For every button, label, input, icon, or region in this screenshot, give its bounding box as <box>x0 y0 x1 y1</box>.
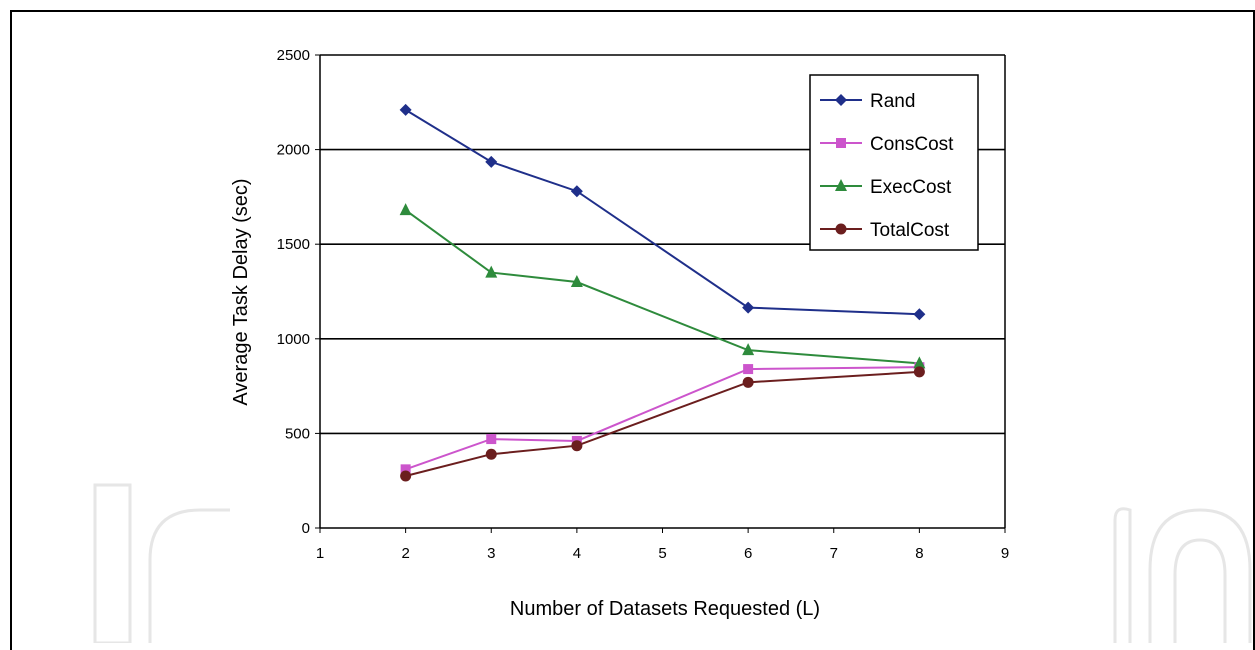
legend-marker-rand <box>835 94 847 106</box>
x-tick-label-6: 6 <box>744 545 752 562</box>
point-execcost-x8 <box>913 356 926 369</box>
chart-frame <box>10 10 1255 650</box>
x-tick-label-2: 2 <box>401 545 409 562</box>
series-line-totalcost <box>405 370 920 477</box>
y-tick-label-2000: 2000 <box>277 142 310 159</box>
point-totalcost-x2 <box>400 470 412 482</box>
legend-label-execcost: ExecCost <box>870 177 952 198</box>
point-execcost-x4 <box>570 275 583 288</box>
x-tick-label-9: 9 <box>1001 545 1009 562</box>
legend-label-rand: Rand <box>870 91 915 112</box>
background-watermark <box>93 483 1252 643</box>
point-execcost-x6 <box>742 343 755 356</box>
x-tick-label-8: 8 <box>915 545 923 562</box>
legend-marker-conscost <box>836 138 846 148</box>
y-tick-label-500: 500 <box>285 425 310 442</box>
x-tick-label-7: 7 <box>830 545 838 562</box>
x-axis-title: Number of Datasets Requested (L) <box>510 598 820 620</box>
legend: Rand ConsCost ExecCost TotalCost <box>809 74 979 251</box>
y-tick-label-1500: 1500 <box>277 236 310 253</box>
point-totalcost-x8 <box>913 366 925 378</box>
point-execcost-x3 <box>485 265 498 278</box>
y-axis-title: Average Task Delay (sec) <box>230 178 252 405</box>
point-conscost-x6 <box>743 364 754 375</box>
point-rand-x8 <box>913 308 926 321</box>
x-tick-labels: 1 2 3 4 5 6 7 8 9 <box>316 545 1009 562</box>
x-tick-label-3: 3 <box>487 545 495 562</box>
x-tick-label-4: 4 <box>573 545 581 562</box>
axes <box>315 54 1006 533</box>
y-tick-label-0: 0 <box>302 520 310 537</box>
point-conscost-x2 <box>400 464 411 475</box>
legend-label-totalcost: TotalCost <box>870 220 950 241</box>
legend-marker-execcost <box>835 179 847 191</box>
series-markers <box>399 103 926 482</box>
series-line-conscost <box>405 366 920 471</box>
point-rand-x3 <box>485 155 498 168</box>
x-tick-label-5: 5 <box>658 545 666 562</box>
point-conscost-x3 <box>486 434 497 445</box>
point-rand-x2 <box>399 103 412 116</box>
legend-box <box>809 74 979 251</box>
y-tick-label-1000: 1000 <box>277 331 310 348</box>
point-rand-x4 <box>570 185 583 198</box>
point-execcost-x2 <box>399 203 412 216</box>
point-totalcost-x3 <box>485 448 497 460</box>
point-totalcost-x6 <box>742 376 754 388</box>
legend-label-conscost: ConsCost <box>870 134 954 155</box>
y-tick-labels: 0 500 1000 1500 2000 2500 <box>277 47 310 537</box>
point-totalcost-x4 <box>571 440 583 452</box>
point-rand-x6 <box>742 301 755 314</box>
legend-marker-totalcost <box>835 223 847 235</box>
x-tick-label-1: 1 <box>316 545 324 562</box>
y-tick-label-2500: 2500 <box>277 47 310 64</box>
